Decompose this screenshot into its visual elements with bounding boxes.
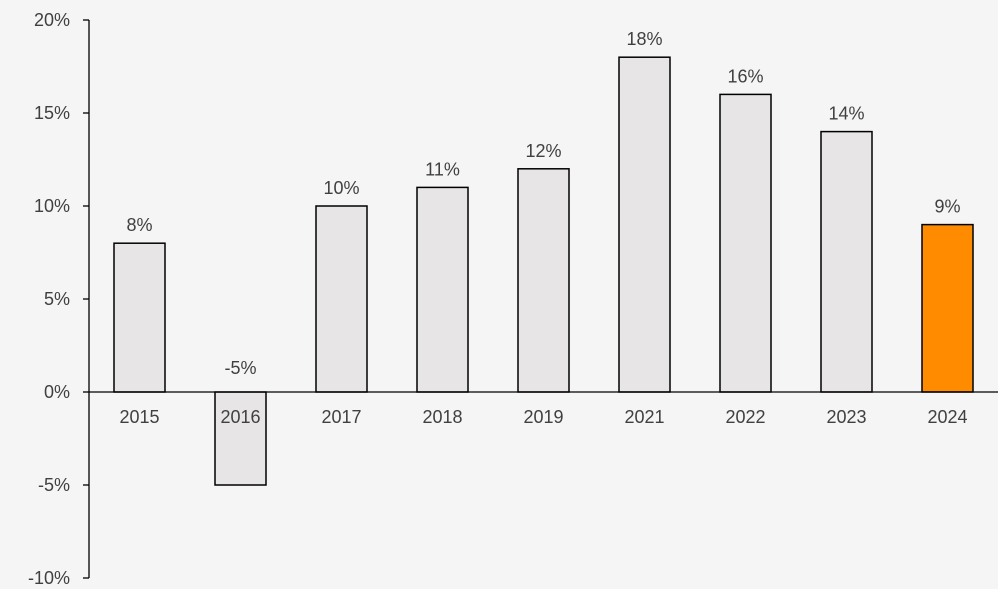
category-label-2023: 2023 [826, 407, 866, 427]
data-label-2024: 9% [934, 197, 960, 217]
bar-2017 [315, 205, 368, 393]
y-tick-label: 20% [34, 10, 70, 30]
data-label-2019: 12% [525, 141, 561, 161]
bar-2016 [214, 391, 267, 486]
bar-2021 [618, 56, 671, 393]
data-label-2015: 8% [126, 215, 152, 235]
category-label-2021: 2021 [624, 407, 664, 427]
data-labels: 8% -5% 10% 11% 12% 18% 16% 14% 9% [126, 29, 960, 378]
category-label-2018: 2018 [422, 407, 462, 427]
bar-2015 [113, 242, 166, 393]
bar-2019 [517, 168, 570, 393]
y-tick-label: 15% [34, 103, 70, 123]
data-label-2023: 14% [828, 104, 864, 124]
category-label-2017: 2017 [321, 407, 361, 427]
category-label-2016: 2016 [220, 407, 260, 427]
category-labels: 2015 2016 2017 2018 2019 2021 2022 2023 2024 [89, 391, 998, 427]
bars [113, 56, 974, 486]
category-label-2019: 2019 [523, 407, 563, 427]
data-label-2017: 10% [323, 178, 359, 198]
y-tick-label: -10% [28, 568, 70, 584]
data-label-2021: 18% [626, 29, 662, 49]
bar-2023 [820, 130, 873, 393]
y-axis: -10% -5% 0% 5% 10% 15% 20% [28, 10, 90, 588]
data-label-2016: -5% [224, 358, 256, 378]
y-tick-label: -5% [38, 475, 70, 495]
y-tick-label: 10% [34, 196, 70, 216]
bar-2022 [719, 93, 772, 393]
category-label-2015: 2015 [119, 407, 159, 427]
category-label-2024: 2024 [927, 407, 967, 427]
data-label-2022: 16% [727, 66, 763, 86]
y-tick-label: 5% [44, 289, 70, 309]
category-label-2022: 2022 [725, 407, 765, 427]
bar-2024 [921, 223, 974, 393]
bar-2018 [416, 186, 469, 393]
y-tick-label: 0% [44, 382, 70, 402]
data-label-2018: 11% [425, 159, 460, 179]
